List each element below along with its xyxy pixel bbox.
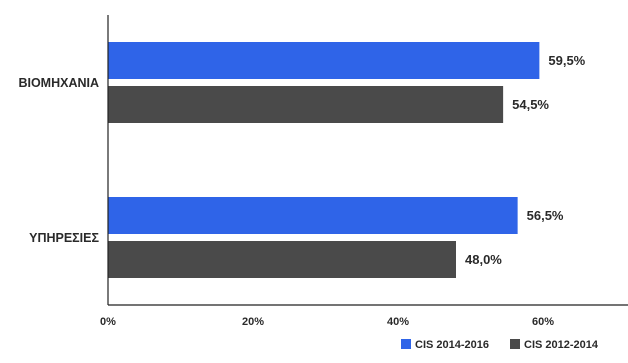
data-label-2-series-2: 48,0% xyxy=(465,252,502,267)
x-tick-label-3: 40% xyxy=(387,316,409,328)
legend-swatch-2 xyxy=(510,339,520,349)
category-label-2: ΥΠΗΡΕΣΙΕΣ xyxy=(29,231,99,245)
category-label-1: ΒΙΟΜΗΧΑΝΙΑ xyxy=(18,76,99,90)
bar-2-series-2 xyxy=(108,241,456,278)
bar-1-series-2 xyxy=(108,86,504,123)
bar-1-series-1 xyxy=(108,42,540,79)
data-label-2-series-1: 56,5% xyxy=(527,208,564,223)
legend: CIS 2014-2016 CIS 2012-2014 xyxy=(401,339,599,351)
x-tick-label-1: 0% xyxy=(100,316,116,328)
category-labels: ΒΙΟΜΗΧΑΝΙΑ ΥΠΗΡΕΣΙΕΣ xyxy=(18,76,99,245)
bar-2-series-1 xyxy=(108,197,518,234)
data-label-1-series-1: 59,5% xyxy=(548,53,585,68)
bars-layer: 59,5% 54,5% 56,5% 48,0% xyxy=(108,42,586,278)
data-label-1-series-2: 54,5% xyxy=(512,97,549,112)
x-tick-label-4: 60% xyxy=(532,316,554,328)
axis-layer xyxy=(107,15,628,306)
x-tick-labels: 0% 20% 40% 60% xyxy=(100,316,554,328)
legend-swatch-1 xyxy=(401,339,411,349)
legend-label-1: CIS 2014-2016 xyxy=(415,339,489,351)
x-tick-label-2: 20% xyxy=(242,316,264,328)
legend-label-2: CIS 2012-2014 xyxy=(524,339,599,351)
